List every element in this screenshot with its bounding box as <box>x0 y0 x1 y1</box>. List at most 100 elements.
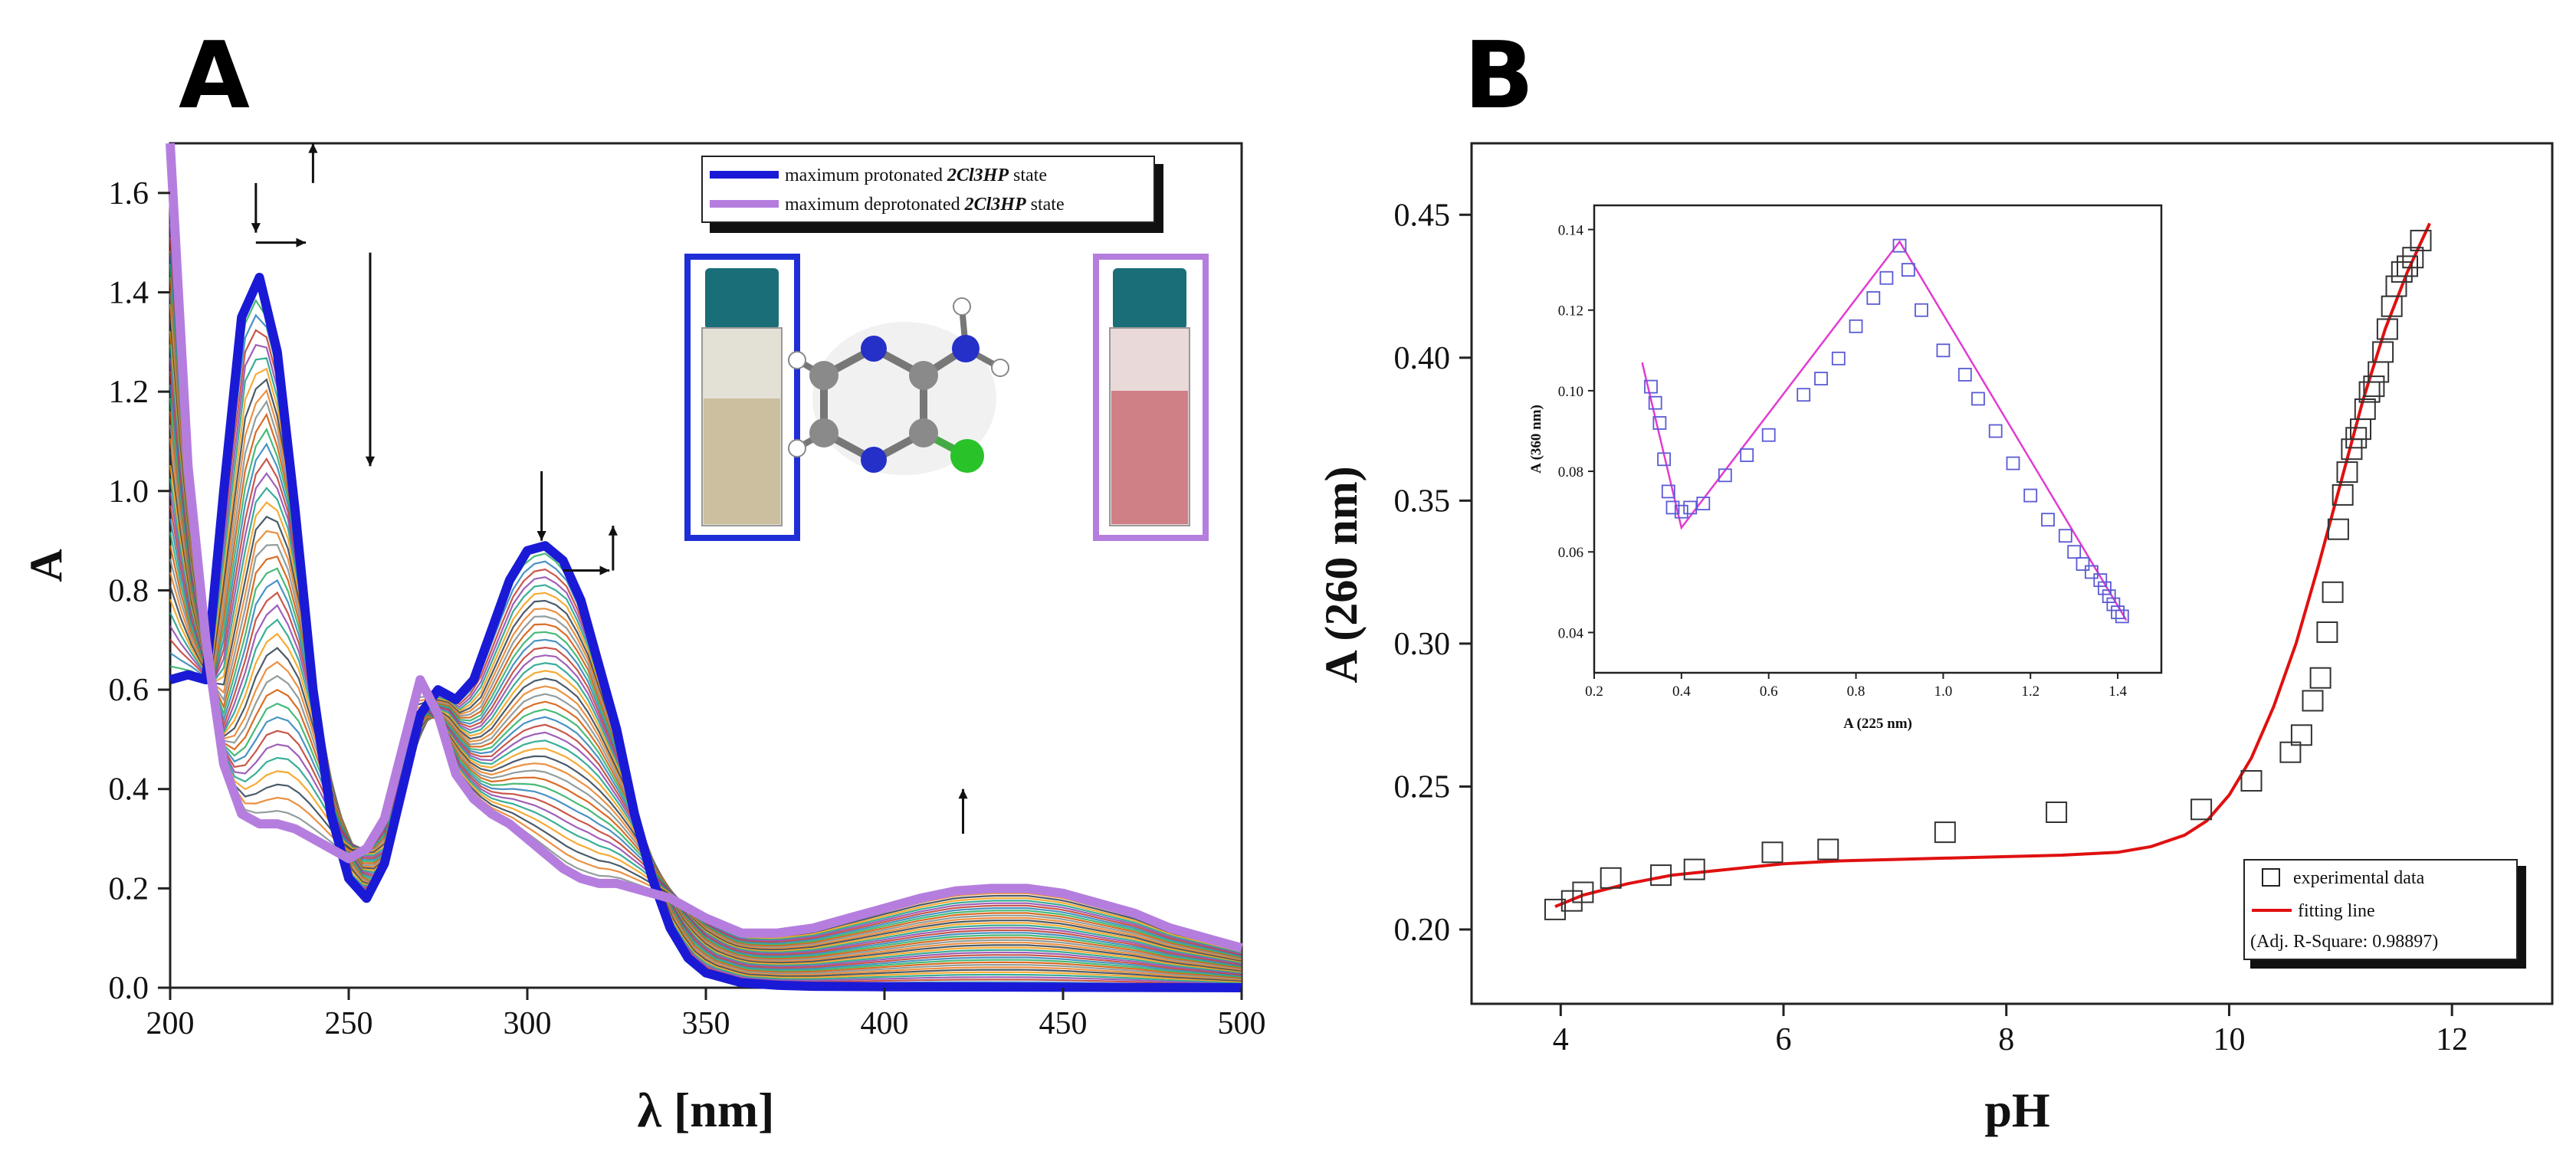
inset-x-tick-label: 1.0 <box>1934 684 1953 700</box>
experimental-point <box>2402 247 2424 269</box>
experimental-point <box>1544 898 1566 920</box>
inset-point <box>1936 343 1951 358</box>
y-tick-label: 1.0 <box>109 474 149 510</box>
inset-point <box>2093 573 2108 587</box>
inset-point <box>2041 513 2055 527</box>
arrow-up-325-head <box>608 526 618 536</box>
vial-protonated-photo <box>684 254 800 541</box>
inset-x-axis-title: A (225 nm) <box>1843 716 1912 732</box>
inset-y-tick-label: 0.04 <box>1558 625 1584 641</box>
x-tick-label: 10 <box>2213 1022 2245 1057</box>
inset-x-tick-label: 0.6 <box>1760 684 1778 700</box>
y-tick-label: 1.6 <box>109 176 149 211</box>
experimental-point <box>2327 518 2349 540</box>
inset-point <box>2102 589 2116 603</box>
y-tick-label: 0.40 <box>1394 341 1451 376</box>
inset-y-tick-label: 0.06 <box>1558 545 1583 561</box>
panel-b-plot-frame <box>1470 142 2554 1005</box>
experimental-point <box>2336 461 2358 484</box>
inset-point <box>2076 557 2090 571</box>
arrow-up-240-head <box>308 143 318 153</box>
y-tick-label: 1.2 <box>109 375 149 410</box>
inset-point <box>2084 565 2099 579</box>
inset-point <box>1914 303 1928 317</box>
experimental-point <box>1650 864 1672 887</box>
y-tick-label: 0.6 <box>109 673 149 708</box>
inset-point <box>2111 605 2125 619</box>
inset-point <box>1988 424 2003 438</box>
inset-point <box>1797 388 1811 402</box>
inset-y-tick-label: 0.08 <box>1558 464 1583 480</box>
legend-marker-experimental <box>2262 868 2280 887</box>
experimental-point <box>2240 770 2263 792</box>
experimental-point <box>2309 667 2332 689</box>
legend-label-fitting: fitting line <box>2298 901 2375 921</box>
panel-a-x-axis: 200 250 300 350 400 450 500 <box>146 988 1266 1041</box>
legend-label-protonated: maximum protonated 2Cl3HP state <box>785 166 1047 185</box>
legend-label-deprotonated: maximum deprotonated 2Cl3HP state <box>785 195 1065 215</box>
inset-x-tick-label: 0.4 <box>1672 684 1691 700</box>
experimental-point <box>2397 255 2418 277</box>
experimental-point <box>2376 318 2398 340</box>
inset-point <box>1665 500 1680 515</box>
inset-y-tick-label: 0.14 <box>1558 223 1584 239</box>
inset-point <box>1661 484 1675 499</box>
panel-b-inset: 0.2 0.4 0.6 0.8 1.0 1.2 1.4 0.040.060.080.100.… <box>1528 204 2163 732</box>
y-tick-label: 0.2 <box>109 871 149 906</box>
experimental-point <box>1560 890 1583 912</box>
inset-point <box>1892 238 1907 253</box>
panel-b-y-axis: 0.20 0.25 0.30 0.35 0.40 0.45 <box>1394 198 1472 948</box>
inset-y-axis: 0.04 0.06 0.08 0.10 0.12 0.14 <box>1558 223 1594 641</box>
inset-plot-frame <box>1593 204 2163 674</box>
inset-point <box>1971 392 1985 406</box>
panel-b-legend: experimental data fitting line (Adj. R-S… <box>2243 859 2526 969</box>
arrow-shift-225-240-head <box>296 238 307 248</box>
experimental-point <box>2363 375 2385 398</box>
inset-point <box>1879 270 1894 285</box>
inset-point <box>1648 395 1662 410</box>
series-deprotonated <box>166 143 1243 952</box>
experimental-point <box>2345 427 2368 449</box>
panel-a-y-axis: 0.0 0.2 0.4 0.6 0.8 1.0 1.2 1.4 1.6 <box>109 176 170 1006</box>
y-tick-label: 0.20 <box>1394 913 1451 948</box>
x-tick-label: 500 <box>1218 1006 1266 1041</box>
experimental-point <box>1817 838 1839 861</box>
x-tick-label: 300 <box>504 1006 552 1041</box>
panel-a-series <box>166 143 1243 992</box>
inset-point <box>1957 367 1972 382</box>
experimental-point <box>1934 821 1956 844</box>
inset-y-tick-label: 0.10 <box>1558 384 1583 400</box>
y-tick-label: 0.35 <box>1394 484 1451 519</box>
panel-b-x-axis: 4 6 8 10 12 <box>1553 1004 2468 1057</box>
panel-a-y-axis-title: A <box>21 549 71 582</box>
molecule-2cl3hp <box>788 297 1009 475</box>
experimental-point <box>2391 261 2413 283</box>
inset-point <box>2106 597 2121 611</box>
y-tick-label: 0.25 <box>1394 769 1451 805</box>
y-tick-label: 1.4 <box>109 275 149 310</box>
inset-y-tick-label: 0.12 <box>1558 303 1583 320</box>
experimental-point <box>2190 798 2213 821</box>
panel-a-arrows <box>251 143 968 834</box>
y-tick-label: 0.0 <box>109 971 149 1006</box>
inset-point <box>2058 529 2072 543</box>
experimental-point <box>1600 867 1622 889</box>
inset-point <box>1718 468 1732 483</box>
series-protonated <box>169 273 1242 992</box>
inset-point <box>1696 497 1711 510</box>
experimental-point <box>2316 621 2338 643</box>
inset-y-axis-title: A (360 nm) <box>1528 405 1544 474</box>
inset-x-tick-label: 0.8 <box>1847 684 1866 700</box>
y-tick-label: 0.30 <box>1394 627 1451 662</box>
inset-point <box>2115 609 2129 624</box>
experimental-point <box>1572 881 1594 903</box>
experimental-point <box>2332 484 2354 506</box>
x-tick-label: 250 <box>325 1006 373 1041</box>
experimental-point <box>1683 858 1705 880</box>
arrow-down-225-head <box>251 223 261 233</box>
panel-a-chart: 200 250 300 350 400 450 500 0.0 0.2 0.4 0.6 0.8 1.0… <box>21 142 1266 1137</box>
inset-point <box>1761 428 1776 442</box>
inset-point <box>1814 372 1828 386</box>
y-tick-label: 0.4 <box>109 772 149 808</box>
